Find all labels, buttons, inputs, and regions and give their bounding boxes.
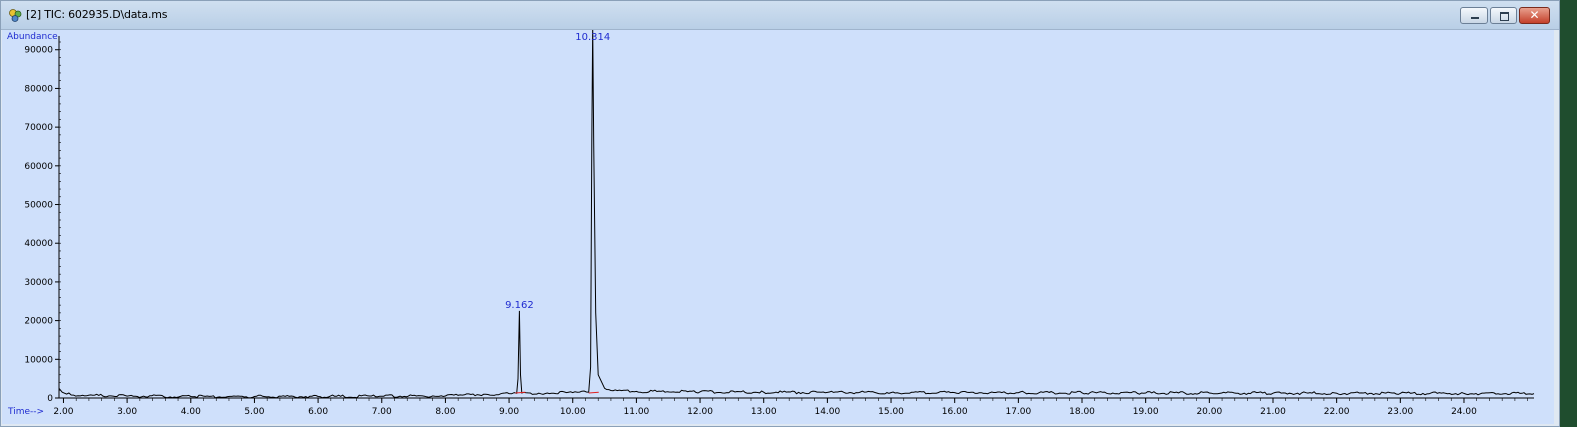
minimize-button[interactable] (1460, 7, 1488, 24)
title-bar[interactable]: [2] TIC: 602935.D\data.ms ✕ (1, 1, 1559, 30)
x-tick-label: 4.00 (181, 407, 201, 417)
x-tick-label: 16.00 (942, 407, 968, 417)
y-axis-title: Abundance (7, 32, 58, 42)
x-tick-label: 8.00 (435, 407, 455, 417)
x-tick-label: 14.00 (814, 407, 840, 417)
peak-label: 10.314 (575, 32, 610, 43)
y-tick-label: 80000 (24, 84, 53, 94)
x-tick-label: 10.00 (560, 407, 586, 417)
close-icon: ✕ (1529, 8, 1540, 22)
x-tick-label: 21.00 (1260, 407, 1286, 417)
x-tick-label: 6.00 (308, 407, 328, 417)
x-tick-label: 19.00 (1133, 407, 1159, 417)
y-tick-label: 30000 (24, 278, 53, 288)
x-tick-label: 15.00 (878, 407, 904, 417)
close-button[interactable]: ✕ (1519, 7, 1550, 24)
x-tick-label: 13.00 (751, 407, 777, 417)
x-tick-label: 9.00 (499, 407, 519, 417)
tic-series-line (58, 30, 1535, 399)
y-tick-label: 0 (47, 394, 53, 404)
chromatogram-chart[interactable]: 0 10000 20000 30000 40000 50000 60000 70000 8000… (2, 30, 1554, 424)
x-tick-label: 3.00 (117, 407, 137, 417)
y-tick-label: 70000 (24, 123, 53, 133)
x-tick-label: 23.00 (1387, 407, 1413, 417)
peak-label: 9.162 (505, 300, 534, 311)
y-tick-label: 40000 (24, 239, 53, 249)
y-tick-label: 10000 (24, 355, 53, 365)
x-tick-label: 20.00 (1196, 407, 1222, 417)
x-tick-label: 12.00 (687, 407, 713, 417)
x-tick-label: 24.00 (1451, 407, 1477, 417)
x-tick-label: 17.00 (1005, 407, 1031, 417)
chart-plot-area[interactable]: 0 10000 20000 30000 40000 50000 60000 70000 8000… (2, 30, 1554, 424)
peak-baseline-mark (515, 391, 526, 394)
x-tick-label: 22.00 (1324, 407, 1350, 417)
x-axis-title: Time--> (7, 407, 44, 417)
window-title: [2] TIC: 602935.D\data.ms (26, 8, 168, 21)
x-tick-label: 11.00 (624, 407, 650, 417)
maximize-button[interactable] (1490, 7, 1517, 24)
chromatogram-app-icon (9, 9, 22, 22)
y-tick-label: 50000 (24, 201, 53, 211)
peak-baseline-mark (588, 391, 599, 394)
y-tick-label: 20000 (24, 317, 53, 327)
x-tick-label: 7.00 (372, 407, 392, 417)
x-tick-label: 5.00 (244, 407, 264, 417)
x-tick-label: 18.00 (1069, 407, 1095, 417)
y-tick-label: 60000 (24, 162, 53, 172)
x-tick-label: 2.00 (53, 407, 73, 417)
y-tick-label: 90000 (24, 46, 53, 56)
